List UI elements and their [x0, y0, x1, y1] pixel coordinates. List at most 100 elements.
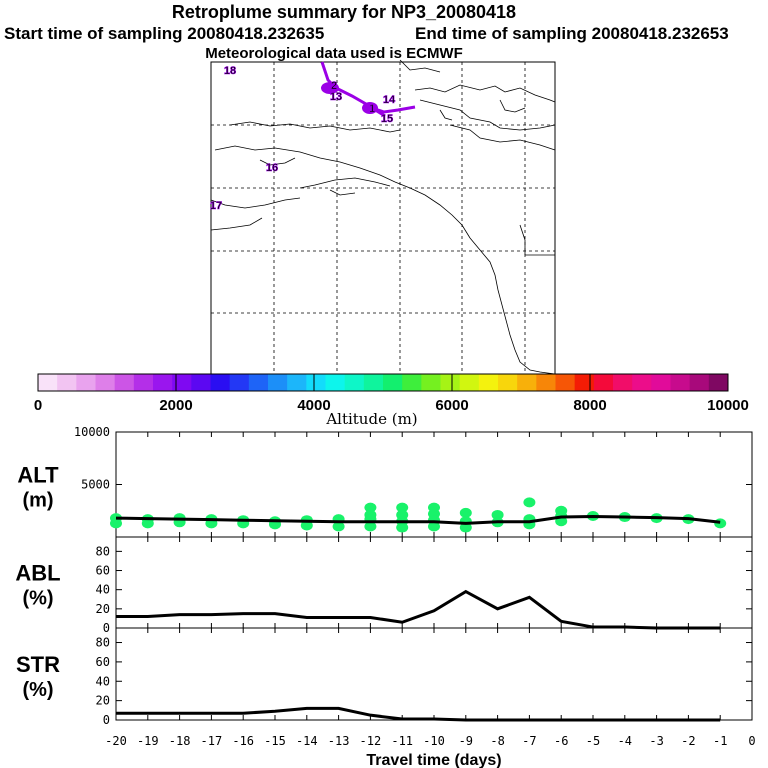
scatter-point — [491, 509, 504, 520]
trajectory-marker-label: 1 — [369, 103, 375, 115]
trajectory-path — [320, 61, 416, 118]
scatter-point — [459, 522, 472, 533]
x-tick-label: -9 — [459, 734, 473, 748]
colorbar-cell — [421, 374, 441, 391]
colorbar-cell — [574, 374, 595, 391]
colorbar-cell — [153, 374, 173, 391]
colorbar-cell — [498, 374, 518, 391]
colorbar-cell — [383, 374, 403, 391]
trajectory-marker-label: 13 — [330, 91, 342, 103]
x-tick-label: -16 — [232, 734, 254, 748]
colorbar-cell — [632, 374, 652, 391]
y-axis-unit: (m) — [22, 490, 53, 512]
y-axis-label: STR — [16, 652, 60, 677]
trajectory-markers: 1 213 14 15 16 17 18 — [210, 65, 397, 213]
scatter-point — [396, 502, 409, 513]
colorbar-cell — [517, 374, 537, 391]
end-time: End time of sampling 20080418.232653 — [415, 24, 729, 43]
trajectory-marker-label: 17 — [210, 200, 222, 212]
colorbar-cell — [459, 374, 480, 391]
colorbar-cell — [191, 374, 211, 391]
trajectory-marker-label: 18 — [224, 65, 236, 77]
x-tick-label: -5 — [586, 734, 600, 748]
y-tick-label: 80 — [96, 544, 110, 558]
colorbar-tick-label: 6000 — [435, 397, 468, 414]
met-data: Meteorological data used is ECMWF — [205, 45, 463, 62]
x-tick-label: -12 — [360, 734, 382, 748]
scatter-point — [110, 518, 122, 529]
x-tick-label: -3 — [649, 734, 663, 748]
x-tick-label: -15 — [264, 734, 286, 748]
y-tick-label: 10000 — [74, 425, 110, 439]
colorbar-cell — [478, 374, 499, 391]
y-tick-label: 20 — [96, 602, 110, 616]
colorbar-tick-label: 0 — [34, 397, 42, 414]
colorbar-cell — [287, 374, 307, 391]
colorbar-cell — [708, 374, 729, 391]
x-tick-label: -17 — [201, 734, 223, 748]
series-line — [116, 706, 721, 722]
scatter-point — [141, 518, 154, 529]
start-time: Start time of sampling 20080418.232635 — [4, 24, 325, 43]
x-tick-label: -1 — [713, 734, 727, 748]
x-tick-label: -19 — [137, 734, 159, 748]
colorbar-tick-label: 2000 — [159, 397, 192, 414]
x-tick-label: -20 — [105, 734, 127, 748]
y-tick-label: 40 — [96, 674, 110, 688]
colorbar-cell — [210, 374, 231, 391]
colorbar-tick-label: 10000 — [707, 397, 749, 414]
colorbar-tick-label: 8000 — [573, 397, 606, 414]
scatter-point — [364, 502, 377, 513]
scatter-point — [332, 521, 345, 532]
x-tick-label: -18 — [169, 734, 191, 748]
y-tick-label: 20 — [96, 694, 110, 708]
trajectory-marker-label: 16 — [266, 162, 278, 174]
colorbar-cell — [95, 374, 116, 391]
y-tick-label: 0 — [103, 621, 110, 635]
colorbar-cell — [248, 374, 269, 391]
scatter-point — [300, 520, 313, 531]
colorbar-cell — [114, 374, 135, 391]
x-axis-label: Travel time (days) — [366, 752, 501, 768]
colorbar-cell — [38, 374, 58, 391]
colorbar-cell — [57, 374, 77, 391]
scatter-point — [459, 507, 472, 518]
colorbar-cell — [689, 374, 710, 391]
colorbar-cell — [555, 374, 576, 391]
trajectory-marker-label: 2 — [331, 80, 337, 92]
y-axis-label: ALT — [17, 463, 59, 488]
y-tick-label: 40 — [96, 583, 110, 597]
trajectory-marker-label: 14 — [383, 94, 396, 106]
y-axis-unit: (%) — [22, 588, 53, 610]
panel-abl: 80 60 40 20 0 ABL(%) — [15, 536, 753, 635]
colorbar-cell — [593, 374, 614, 391]
y-tick-label: 60 — [96, 655, 110, 669]
colorbar-cell — [670, 374, 691, 391]
colorbar-cell — [344, 374, 365, 391]
trajectory-marker-label: 15 — [381, 113, 393, 125]
colorbar-cell — [363, 374, 384, 391]
x-tick-label: -7 — [522, 734, 536, 748]
chart-title: Retroplume summary for NP3_20080418 — [171, 2, 517, 22]
colorbar-cell — [440, 374, 461, 391]
x-tick-label: -11 — [391, 734, 413, 748]
panel-frame — [115, 627, 753, 721]
colorbar-cell — [536, 374, 556, 391]
scatter-point — [396, 522, 409, 533]
map-gridlines — [211, 62, 555, 374]
colorbar-cell — [133, 374, 154, 391]
scatter-point — [364, 521, 377, 532]
series-line — [115, 515, 721, 525]
series-line — [116, 589, 721, 630]
colorbar-tick-label: 4000 — [297, 397, 330, 414]
trajectory-blob — [362, 102, 378, 114]
panel-alt: 10000 5000 ALT(m) — [17, 425, 753, 538]
x-tick-label: -6 — [554, 734, 568, 748]
y-tick-label: 5000 — [81, 478, 110, 492]
x-tick-label: -13 — [328, 734, 350, 748]
colorbar-cell — [306, 374, 326, 391]
colorbar-cell — [402, 374, 422, 391]
